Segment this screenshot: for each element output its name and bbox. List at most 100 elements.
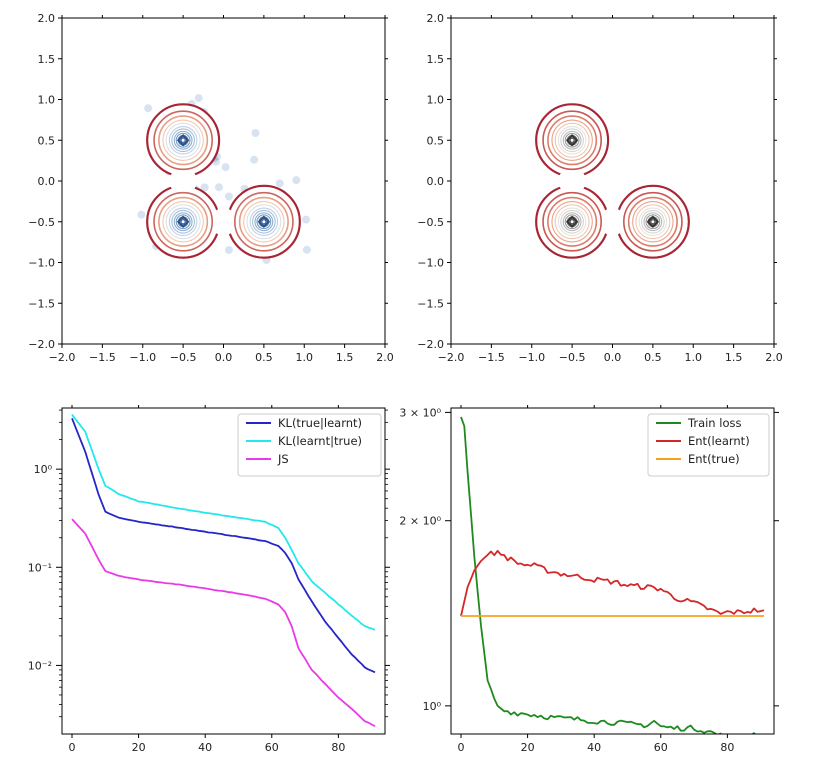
series-line [460, 416, 762, 734]
contour-ring [261, 219, 267, 225]
contour-ring [643, 212, 663, 232]
y-tick-label: 10⁰ [34, 463, 53, 476]
contour-ring [168, 207, 198, 237]
x-tick-label: 0.5 [255, 351, 273, 364]
axis-ticks: 0 20 40 60 80 3 × 10⁰ 2 × 10⁰ 10⁰ [399, 405, 779, 754]
x-tick-label: 0.5 [644, 351, 662, 364]
contour-ring [638, 207, 668, 237]
x-tick-label: 0 [457, 741, 464, 754]
sample-point [214, 183, 223, 192]
x-tick-label: −1.0 [129, 351, 156, 364]
contour-ring [180, 219, 186, 225]
contour-peak [565, 133, 579, 147]
contour-ring [560, 209, 584, 234]
legend-label: Train loss [687, 416, 741, 430]
x-tick-label: −0.5 [170, 351, 197, 364]
contour-ring [542, 191, 602, 252]
contour-peak [176, 133, 190, 147]
contour-ring [562, 212, 582, 232]
contour-ring [650, 219, 656, 225]
y-tick-label: −1.0 [417, 257, 444, 270]
contour-lobe [153, 110, 213, 171]
y-tick-label: 10⁰ [423, 700, 442, 713]
legend-label: JS [277, 452, 289, 466]
series-line [71, 414, 376, 631]
contour-ring [562, 130, 582, 150]
y-tick-label: 10⁻¹ [28, 561, 52, 574]
x-tick-label: −1.5 [478, 351, 505, 364]
contour-ring [234, 191, 294, 252]
x-tick-label: −1.5 [89, 351, 116, 364]
sample-point [292, 176, 301, 185]
contour-ring [547, 115, 598, 166]
contour-ring [554, 204, 590, 240]
loss-panel: 0 20 40 60 80 3 × 10⁰ 2 × 10⁰ 10⁰ Train loss Ent… [399, 405, 779, 754]
series-line [71, 518, 376, 728]
legend: Train loss Ent(learnt) Ent(true) [647, 413, 770, 477]
contour-ring [171, 128, 195, 153]
contour-ring [641, 209, 665, 234]
x-tick-label: 40 [587, 741, 601, 754]
axis-ticks: −2.0 −1.5 −1.0 −0.5 0.0 0.5 1.0 1.5 2.0−2.0−1.5−… [417, 12, 782, 364]
contour-ring [260, 217, 268, 226]
contour-ring [568, 217, 576, 226]
contour-ring [153, 191, 213, 252]
x-tick-label: 60 [654, 741, 668, 754]
contour-ring [165, 122, 201, 158]
contour-ring [547, 196, 598, 247]
contour-ring [173, 212, 193, 232]
contour-ring [246, 204, 282, 240]
legend-box [647, 413, 770, 477]
x-tick-label: −2.0 [49, 351, 76, 364]
x-tick-label: 40 [198, 741, 212, 754]
legend: KL(true|learnt) KL(learnt|true) JS [237, 413, 382, 477]
legend-label: KL(learnt|true) [278, 434, 362, 448]
contour-ring [180, 137, 186, 143]
contour-ring [560, 128, 584, 153]
sample-point [275, 179, 284, 188]
y-tick-label: −2.0 [28, 338, 55, 351]
sample-point [137, 210, 146, 219]
x-tick-label: 2.0 [765, 351, 783, 364]
sample-point [250, 155, 259, 164]
series-line [71, 417, 376, 674]
contour-peak [176, 215, 190, 229]
sample-point [200, 183, 209, 192]
x-tick-label: 80 [331, 741, 345, 754]
loss-series [460, 416, 765, 734]
contour-lobe [623, 191, 683, 252]
sample-point [194, 94, 203, 103]
contour-ring [569, 137, 575, 143]
x-tick-label: 60 [265, 741, 279, 754]
contour-ring [175, 132, 191, 148]
contour-ring [256, 214, 272, 230]
axes-frame [61, 407, 386, 735]
y-tick-label: −0.5 [417, 216, 444, 229]
contour-ring [542, 110, 602, 171]
y-tick-label: −2.0 [417, 338, 444, 351]
contour-ring [569, 219, 575, 225]
legend-box [237, 413, 382, 477]
x-tick-label: 1.0 [685, 351, 703, 364]
y-tick-label: 1.5 [38, 53, 56, 66]
contour-lobe [234, 191, 294, 252]
contour-ring [158, 196, 209, 247]
y-tick-label: 0.5 [38, 134, 56, 147]
y-tick-label: 0.5 [427, 134, 445, 147]
contour-ring [557, 125, 587, 155]
sample-point [224, 192, 233, 201]
x-tick-label: 1.0 [296, 351, 314, 364]
contour-ring [243, 201, 285, 243]
contour-ring [252, 209, 276, 234]
x-tick-label: 20 [132, 741, 146, 754]
sample-point [144, 104, 153, 113]
contour-ring [623, 191, 683, 252]
divergence-series [71, 414, 376, 728]
contour-ring [254, 212, 274, 232]
y-tick-label: −0.5 [28, 216, 55, 229]
axis-ticks: 0 20 40 60 80 10⁰ 10⁻¹ 10⁻² [28, 405, 390, 754]
y-tick-label: −1.5 [28, 297, 55, 310]
contour-ring [551, 201, 593, 243]
y-tick-label: 2.0 [38, 12, 56, 25]
y-tick-label: 1.0 [427, 94, 445, 107]
